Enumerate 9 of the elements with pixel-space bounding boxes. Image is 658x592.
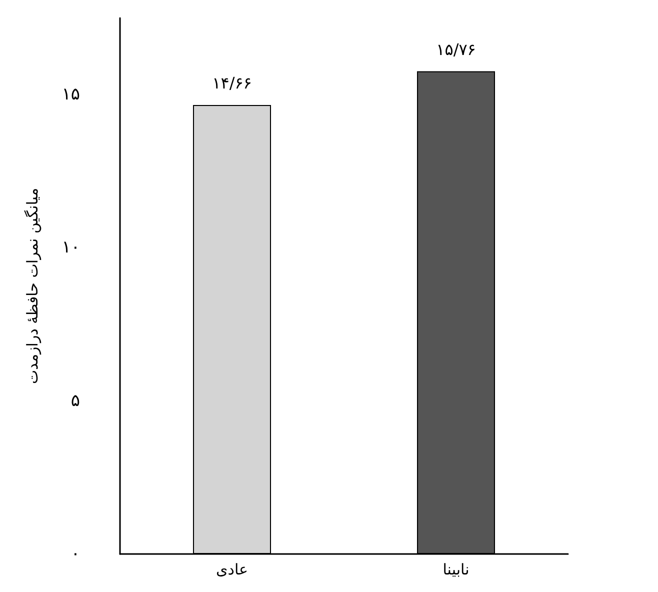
x-tick-label: عادی: [216, 560, 248, 578]
data-label: ۱۴/۶۶: [212, 73, 252, 92]
y-tick-label: ۱۰: [62, 238, 80, 258]
y-tick-label: ۵: [70, 390, 80, 411]
y-tick-label: ۰: [70, 544, 80, 564]
data-label: ۱۵/۷۶: [436, 40, 476, 59]
x-tick-label: نابینا: [442, 560, 470, 578]
y-axis-title: میانگین نمرات حافظهٔ درازمدت: [24, 188, 42, 384]
y-tick-label: ۱۵: [62, 84, 80, 105]
